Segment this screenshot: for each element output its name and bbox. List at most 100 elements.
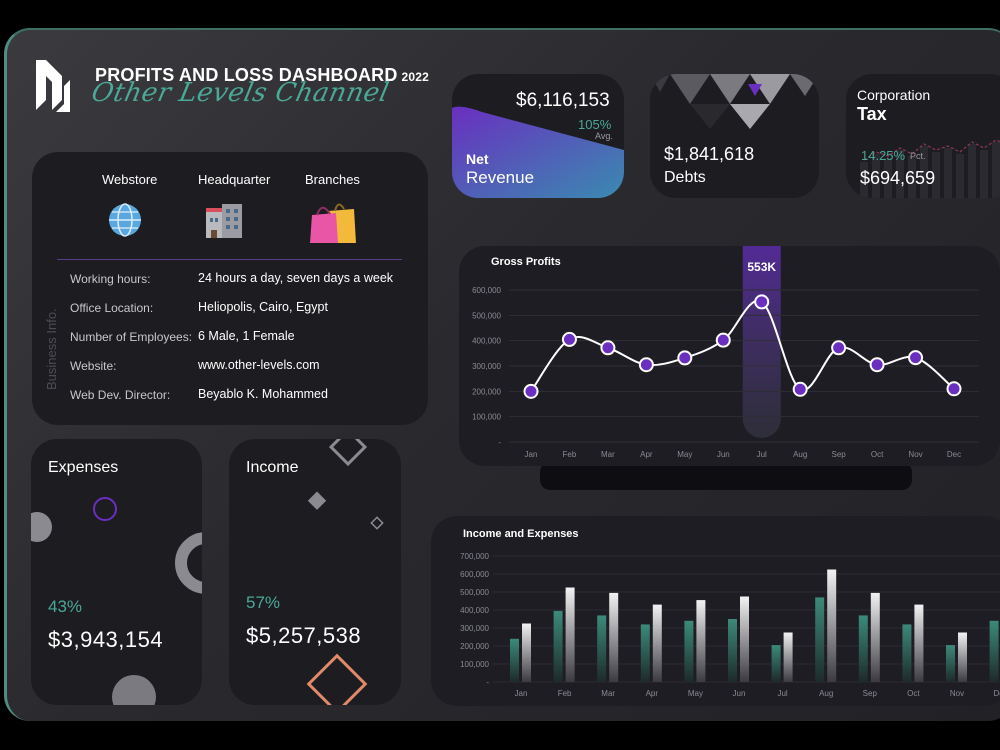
bar-series-2 <box>740 596 749 682</box>
x-tick-label: Sep <box>863 689 878 698</box>
x-tick-label: Apr <box>640 450 653 459</box>
bar-series-1 <box>858 615 868 682</box>
shopping-bags-icon <box>310 203 356 243</box>
bar-series-1 <box>728 619 737 682</box>
bar-series-1 <box>510 638 519 682</box>
data-point <box>561 331 577 347</box>
x-tick-label: May <box>688 689 703 698</box>
y-tick-label: 500,000 <box>472 311 501 320</box>
bar-series-2 <box>827 569 837 682</box>
data-point <box>754 294 770 310</box>
data-point <box>831 340 847 356</box>
data-point <box>638 357 654 373</box>
gross-profits-card: Gross Profits - 100,000 200,000 300,000 400,… <box>459 246 1000 466</box>
y-tick-label: - <box>486 678 489 687</box>
expenses-value: $3,943,154 <box>48 627 164 652</box>
income-title: Income <box>246 459 299 476</box>
debts-label: Debts <box>664 169 706 186</box>
income-expenses-card: Income and Expenses - 100,000 200,000 300,0… <box>431 516 1000 706</box>
data-point <box>677 350 693 366</box>
divider <box>57 259 402 260</box>
x-tick-label: Oct <box>907 689 920 698</box>
x-tick-label: Jan <box>525 450 538 459</box>
income-value: $5,257,538 <box>246 623 362 648</box>
x-tick-label: Nov <box>950 689 964 698</box>
debts-card: $1,841,618 Debts <box>650 74 819 198</box>
bar-series-2 <box>958 632 967 682</box>
net-revenue-label-2: Revenue <box>466 168 535 187</box>
x-tick-label: Mar <box>601 689 615 698</box>
y-tick-label: 600,000 <box>472 286 501 295</box>
globe-icon <box>109 203 141 237</box>
bar-series-2 <box>696 600 706 682</box>
bar-series-1 <box>553 610 563 682</box>
value-website[interactable]: www.other-levels.com <box>198 358 320 372</box>
bar-series-1 <box>902 624 912 682</box>
value-employees: 6 Male, 1 Female <box>198 329 295 343</box>
data-point <box>600 340 616 356</box>
bar-series-1 <box>640 624 650 682</box>
column-webstore: Webstore <box>102 172 158 187</box>
y-tick-label: 200,000 <box>472 387 501 396</box>
x-tick-label: Aug <box>793 450 807 459</box>
gross-profits-title: Gross Profits <box>491 256 561 268</box>
bar-series-1 <box>684 620 694 682</box>
bar-series-2 <box>652 604 662 682</box>
x-tick-label: Jun <box>717 450 730 459</box>
expenses-decoration <box>31 497 202 705</box>
x-tick-label: Jul <box>757 450 767 459</box>
gross-profits-chart: - 100,000 200,000 300,000 400,000 500,000 600,… <box>472 246 979 459</box>
y-tick-label: 500,000 <box>460 588 489 597</box>
chart-shadow <box>540 462 912 490</box>
x-tick-label: Aug <box>819 689 833 698</box>
expenses-card: Expenses 43% $3,943,154 <box>31 439 202 705</box>
tax-percent: 14.25% <box>861 148 906 163</box>
x-tick-label: May <box>677 450 692 459</box>
x-tick-label: Sep <box>832 450 847 459</box>
bar-series-2 <box>914 604 924 682</box>
tax-sparkline <box>860 139 1000 198</box>
x-tick-label: Dec <box>993 689 1000 698</box>
value-director: Beyablo K. Mohammed <box>198 387 328 401</box>
x-tick-label: Mar <box>601 450 615 459</box>
column-headquarter: Headquarter <box>198 172 271 187</box>
bar-series-2 <box>522 623 531 682</box>
y-tick-label: 100,000 <box>472 413 501 422</box>
bar-series-1 <box>815 597 825 682</box>
tax-label-2: Tax <box>857 104 887 124</box>
income-expenses-title: Income and Expenses <box>463 528 579 540</box>
data-point <box>792 381 808 397</box>
net-revenue-value: $6,116,153 <box>516 90 610 111</box>
y-tick-label: 400,000 <box>472 337 501 346</box>
x-tick-label: Jun <box>733 689 746 698</box>
bar-series-1 <box>597 615 607 682</box>
label-director: Web Dev. Director: <box>70 388 171 402</box>
label-working-hours: Working hours: <box>70 272 151 286</box>
bar-series-1 <box>771 645 781 682</box>
debts-value: $1,841,618 <box>664 144 755 164</box>
y-tick-label: 400,000 <box>460 606 489 615</box>
data-point <box>523 383 539 399</box>
title-year: 2022 <box>401 70 430 84</box>
data-point <box>715 332 731 348</box>
highlight-pill <box>742 246 781 438</box>
y-tick-label: 300,000 <box>472 362 501 371</box>
y-tick-label: - <box>498 438 501 447</box>
tax-pct-label: Pct. <box>910 151 926 161</box>
page-subtitle: Other Levels Channel <box>88 78 392 108</box>
x-tick-label: Oct <box>871 450 884 459</box>
x-tick-label: Dec <box>947 450 961 459</box>
logo-icon <box>36 60 70 112</box>
data-point <box>869 357 885 373</box>
x-tick-label: Feb <box>558 689 572 698</box>
label-office-location: Office Location: <box>70 301 154 315</box>
y-tick-label: 700,000 <box>460 552 489 561</box>
y-tick-label: 300,000 <box>460 624 489 633</box>
debts-triangles <box>650 74 819 129</box>
gross-profit-line <box>530 299 955 392</box>
title-text: PROFITS AND LOSS DASHBOARD <box>95 65 398 85</box>
data-point <box>908 350 924 366</box>
label-website: Website: <box>70 359 117 373</box>
x-tick-label: Apr <box>646 689 659 698</box>
net-revenue-wave <box>452 106 624 198</box>
